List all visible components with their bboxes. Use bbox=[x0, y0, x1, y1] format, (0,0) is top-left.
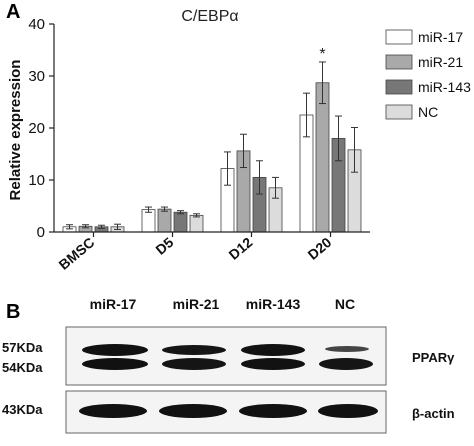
band-57-lane4 bbox=[325, 346, 369, 352]
bar bbox=[189, 214, 204, 233]
legend-label: miR-17 bbox=[418, 29, 463, 45]
lane-label-2: miR-21 bbox=[173, 296, 220, 312]
panel-a-letter: A bbox=[6, 1, 20, 23]
band-57-lane3 bbox=[241, 344, 305, 356]
marker-54kda: 54KDa bbox=[2, 360, 43, 375]
band-actin-lane2 bbox=[159, 404, 227, 418]
band-actin-lane4 bbox=[318, 404, 378, 418]
blot-lower bbox=[65, 390, 387, 434]
x-category-label: BMSC bbox=[56, 234, 98, 273]
legend-label: NC bbox=[418, 104, 438, 120]
protein-beta-actin: β-actin bbox=[412, 406, 455, 421]
band-54-lane1 bbox=[82, 358, 148, 370]
lane-label-4: NC bbox=[335, 296, 355, 312]
lane-label-3: miR-143 bbox=[246, 296, 301, 312]
significance-marker: * bbox=[319, 46, 325, 63]
legend: miR-17 miR-21 miR-143 NC bbox=[385, 29, 471, 120]
legend-swatch bbox=[385, 54, 413, 70]
bar bbox=[315, 82, 330, 233]
chart-title: C/EBPα bbox=[181, 8, 238, 25]
blot-upper-frame bbox=[65, 326, 387, 386]
y-tick-label: 0 bbox=[37, 224, 45, 241]
band-54-lane3 bbox=[241, 358, 305, 370]
x-category-label: D20 bbox=[304, 234, 334, 263]
legend-swatch bbox=[385, 104, 413, 120]
x-category-label: D12 bbox=[225, 234, 255, 263]
band-actin-lane3 bbox=[239, 404, 307, 418]
lane-label-1: miR-17 bbox=[90, 296, 137, 312]
y-axis-ticks: 0 10 20 30 40 bbox=[28, 16, 54, 241]
band-57-lane2 bbox=[162, 345, 226, 355]
blot-upper bbox=[65, 326, 387, 386]
bar bbox=[157, 208, 172, 233]
panel-b-letter: B bbox=[6, 301, 20, 323]
bar bbox=[141, 209, 156, 233]
marker-43kda: 43KDa bbox=[2, 402, 43, 417]
bars: * bbox=[62, 46, 362, 233]
band-actin-lane1 bbox=[79, 404, 147, 418]
x-axis-categories: BMSC D5 D12 D20 bbox=[56, 232, 335, 273]
legend-swatch bbox=[385, 29, 413, 45]
bar bbox=[173, 211, 188, 233]
legend-swatch bbox=[385, 79, 413, 95]
protein-ppar-gamma: PPARγ bbox=[412, 350, 455, 365]
band-57-lane1 bbox=[82, 344, 148, 356]
y-tick-label: 40 bbox=[28, 16, 45, 33]
band-54-lane4 bbox=[319, 358, 373, 370]
y-axis-label: Relative expression bbox=[7, 60, 24, 201]
legend-label: miR-21 bbox=[418, 54, 463, 70]
x-category-label: D5 bbox=[152, 234, 176, 258]
marker-57kda: 57KDa bbox=[2, 340, 43, 355]
y-tick-label: 30 bbox=[28, 68, 45, 85]
legend-label: miR-143 bbox=[418, 79, 471, 95]
y-tick-label: 10 bbox=[28, 172, 45, 189]
band-54-lane2 bbox=[162, 358, 226, 370]
y-tick-label: 20 bbox=[28, 120, 45, 137]
